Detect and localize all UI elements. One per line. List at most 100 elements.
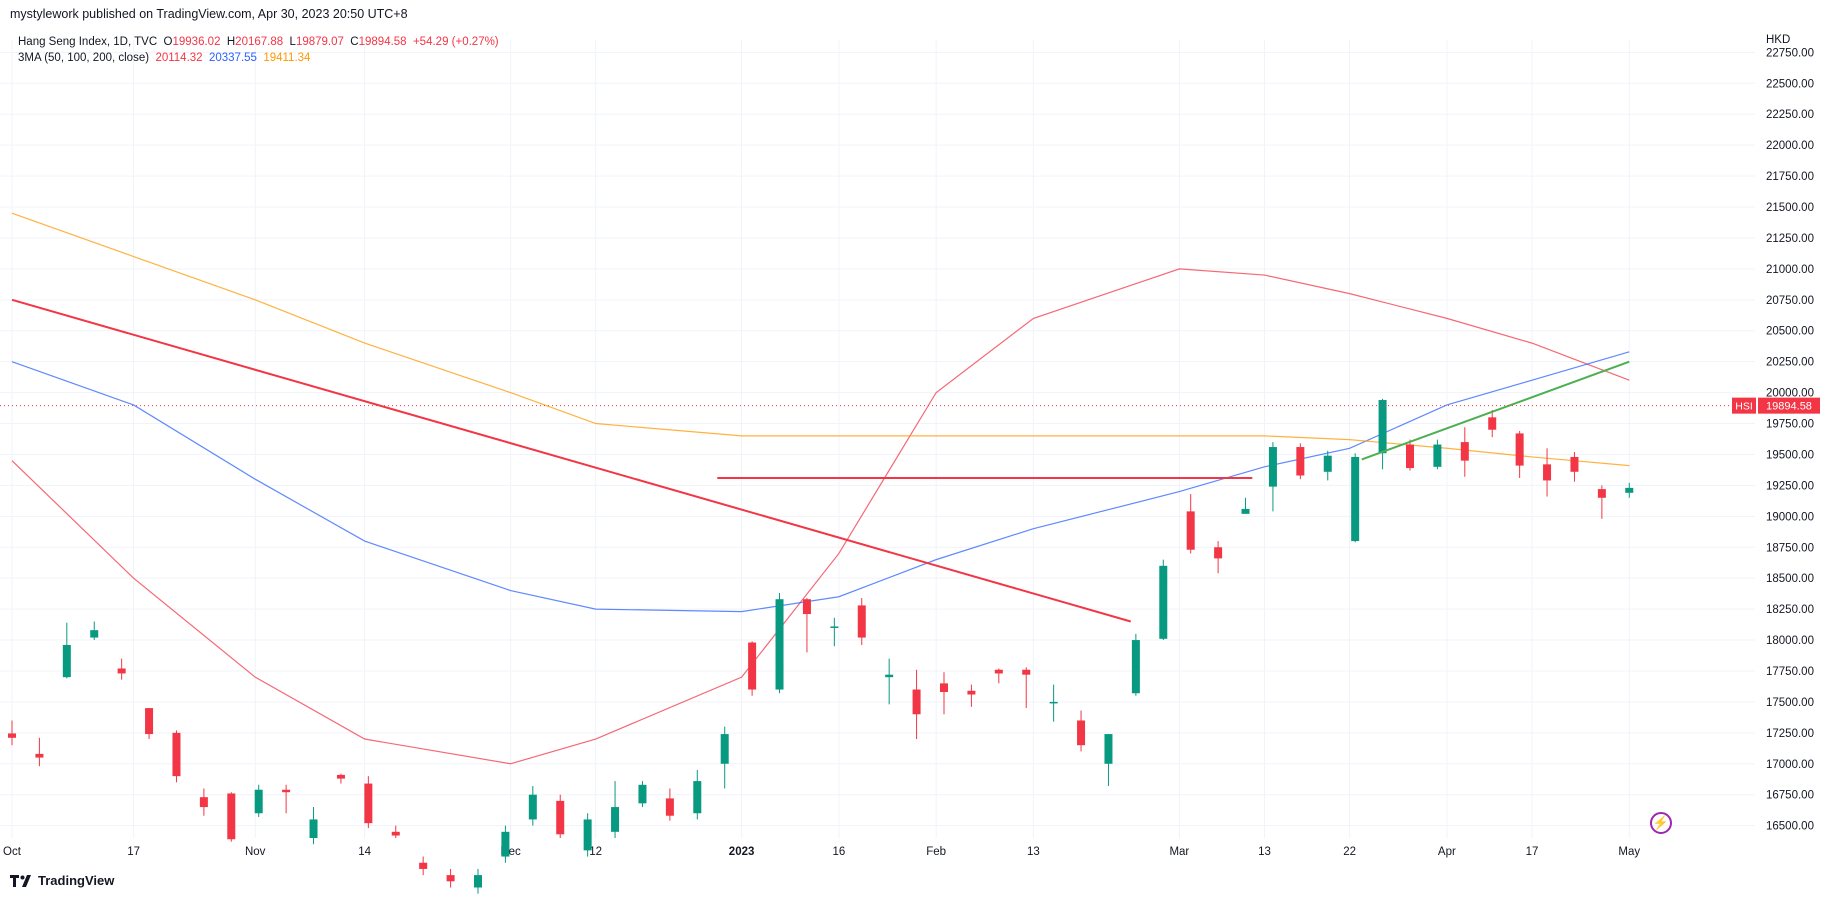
candle-body[interactable] xyxy=(8,733,16,738)
candle-body[interactable] xyxy=(364,783,373,824)
candle-body[interactable] xyxy=(775,599,784,690)
candle-body[interactable] xyxy=(145,708,154,735)
high-label: H xyxy=(226,36,236,48)
candle-body[interactable] xyxy=(35,753,44,758)
candle-body[interactable] xyxy=(117,668,126,674)
candle-body[interactable] xyxy=(1351,456,1360,542)
x-tick-label: May xyxy=(1618,846,1640,858)
candle-body[interactable] xyxy=(1543,464,1552,481)
candle-body[interactable] xyxy=(90,630,99,638)
candle-body[interactable] xyxy=(1460,442,1469,461)
candle-body[interactable] xyxy=(1104,734,1113,764)
candle-body[interactable] xyxy=(857,605,866,638)
x-tick-label: Feb xyxy=(926,846,946,858)
x-tick-label: Oct xyxy=(3,846,22,858)
candle-body[interactable] xyxy=(967,690,976,695)
candle-body[interactable] xyxy=(1570,456,1579,472)
y-tick-label: 19500.00 xyxy=(1766,449,1814,461)
candle-body[interactable] xyxy=(528,794,537,820)
candle-body[interactable] xyxy=(1488,417,1497,430)
chart-legend: Hang Seng Index, 1D, TVC O19936.02 H2016… xyxy=(18,34,499,66)
candle-body[interactable] xyxy=(802,599,811,615)
candle-body[interactable] xyxy=(1022,669,1031,675)
change-value: +54.29 (+0.27%) xyxy=(412,36,499,48)
y-tick-label: 22000.00 xyxy=(1766,140,1814,152)
candle-body[interactable] xyxy=(1214,547,1223,559)
y-tick-label: 18500.00 xyxy=(1766,573,1814,585)
candle-body[interactable] xyxy=(1323,455,1332,472)
candle-body[interactable] xyxy=(885,674,894,678)
y-tick-label: 21750.00 xyxy=(1766,171,1814,183)
candle-body[interactable] xyxy=(254,789,263,814)
candle-body[interactable] xyxy=(1515,433,1524,466)
x-tick-label: 22 xyxy=(1343,846,1356,858)
candle-body[interactable] xyxy=(665,798,674,816)
brand-name: TradingView xyxy=(38,873,115,888)
currency-label: HKD xyxy=(1766,34,1791,46)
x-tick-label: 17 xyxy=(127,846,140,858)
open-label: O xyxy=(163,36,173,48)
footer-brand: TradingView xyxy=(10,873,114,888)
candle-body[interactable] xyxy=(556,800,565,835)
candle-body[interactable] xyxy=(693,781,702,814)
candle-body[interactable] xyxy=(912,689,921,715)
price-tag-symbol-bg xyxy=(1732,397,1756,414)
candle-body[interactable] xyxy=(1597,489,1606,498)
trendline-drawing[interactable] xyxy=(11,298,1131,623)
candle-body[interactable] xyxy=(1159,565,1168,639)
y-tick-label: 20250.00 xyxy=(1766,357,1814,369)
candle-body[interactable] xyxy=(199,797,208,808)
symbol-name[interactable]: Hang Seng Index, 1D, TVC xyxy=(18,36,158,48)
y-tick-label: 20000.00 xyxy=(1766,388,1814,400)
trendline-drawing[interactable] xyxy=(1361,360,1630,461)
candle-body[interactable] xyxy=(282,789,291,793)
candle-body[interactable] xyxy=(611,807,620,832)
candle-body[interactable] xyxy=(1405,444,1414,469)
candle-body[interactable] xyxy=(1378,400,1387,454)
candle-body[interactable] xyxy=(1433,444,1442,467)
lightning-icon[interactable]: ⚡ xyxy=(1650,812,1672,834)
close-label: C xyxy=(350,36,359,48)
candle-body[interactable] xyxy=(336,774,345,779)
y-tick-label: 18750.00 xyxy=(1766,542,1814,554)
candle-body[interactable] xyxy=(1186,511,1195,550)
y-tick-label: 19000.00 xyxy=(1766,511,1814,523)
candle-body[interactable] xyxy=(172,732,181,777)
y-tick-label: 19750.00 xyxy=(1766,419,1814,431)
candle-body[interactable] xyxy=(748,642,757,690)
candle-body[interactable] xyxy=(309,819,318,838)
candle-body[interactable] xyxy=(1077,720,1086,746)
high-value: 20167.88 xyxy=(235,36,284,48)
x-tick-label: Nov xyxy=(245,846,266,858)
candle-body[interactable] xyxy=(391,831,400,836)
candle-body[interactable] xyxy=(1241,508,1250,514)
candle-body[interactable] xyxy=(583,819,592,851)
candle-body[interactable] xyxy=(419,862,428,869)
candle-body[interactable] xyxy=(1049,701,1058,704)
y-tick-label: 22750.00 xyxy=(1766,47,1814,59)
candle-body[interactable] xyxy=(446,875,455,882)
x-tick-label: 16 xyxy=(832,846,845,858)
candle-body[interactable] xyxy=(1268,447,1277,487)
ma-label[interactable]: 3MA (50, 100, 200, close) xyxy=(18,52,150,64)
y-tick-label: 16750.00 xyxy=(1766,790,1814,802)
candle-body[interactable] xyxy=(473,875,482,888)
candle-body[interactable] xyxy=(227,793,236,840)
candle-body[interactable] xyxy=(994,669,1003,674)
candle-body[interactable] xyxy=(638,784,647,804)
price-tag-symbol: HSI xyxy=(1735,401,1753,413)
candle-body[interactable] xyxy=(1296,447,1305,476)
low-label: L xyxy=(289,36,296,48)
tradingview-logo-icon xyxy=(10,874,31,887)
candle-body[interactable] xyxy=(62,644,71,678)
publisher-line: mystylework published on TradingView.com… xyxy=(10,7,408,21)
y-tick-label: 21500.00 xyxy=(1766,202,1814,214)
candle-body[interactable] xyxy=(1625,487,1634,493)
candle-body[interactable] xyxy=(501,831,510,857)
candle-body[interactable] xyxy=(1131,640,1140,694)
candle-body[interactable] xyxy=(720,734,729,764)
candle-body[interactable] xyxy=(939,683,948,693)
x-tick-label: Apr xyxy=(1438,846,1456,858)
candle-body[interactable] xyxy=(830,626,839,628)
